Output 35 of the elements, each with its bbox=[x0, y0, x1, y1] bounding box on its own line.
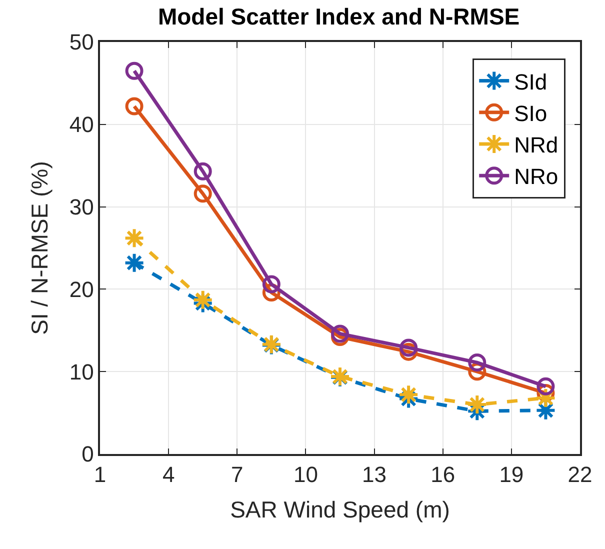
point bbox=[194, 162, 212, 180]
x-axis-title: SAR Wind Speed (m) bbox=[230, 496, 450, 522]
y-tick-label: 40 bbox=[69, 112, 94, 138]
y-tick-label: 20 bbox=[69, 276, 94, 302]
x-tick-label: 4 bbox=[162, 462, 175, 488]
point bbox=[331, 324, 349, 343]
legend-label: SId bbox=[514, 69, 548, 94]
x-tick-label: 16 bbox=[430, 462, 456, 488]
point bbox=[536, 377, 555, 396]
legend-label: SIo bbox=[514, 100, 548, 126]
y-axis-title: SI / N-RMSE (%) bbox=[26, 161, 52, 335]
legend-label: NRd bbox=[514, 132, 558, 158]
point bbox=[192, 289, 214, 310]
point bbox=[125, 62, 144, 80]
legend-label: NRo bbox=[514, 164, 558, 190]
x-tick-label: 7 bbox=[231, 462, 244, 488]
point bbox=[194, 184, 212, 203]
y-tick-label: 10 bbox=[69, 359, 94, 384]
point bbox=[466, 394, 488, 416]
point bbox=[468, 354, 486, 372]
point bbox=[124, 252, 145, 274]
x-tick-label: 10 bbox=[293, 462, 318, 488]
x-tick-label: 22 bbox=[568, 462, 592, 488]
point bbox=[262, 275, 280, 294]
point bbox=[124, 228, 145, 249]
point bbox=[125, 97, 144, 116]
x-tick-label: 19 bbox=[499, 462, 524, 488]
x-tick-label: 1 bbox=[94, 462, 106, 488]
y-tick-label: 0 bbox=[82, 442, 94, 467]
y-tick-label: 50 bbox=[69, 30, 94, 55]
x-tick-label: 13 bbox=[362, 462, 387, 488]
chart-title: Model Scatter Index and N-RMSE bbox=[158, 3, 520, 30]
y-tick-label: 30 bbox=[69, 194, 94, 220]
point bbox=[398, 384, 420, 406]
point bbox=[400, 338, 418, 357]
